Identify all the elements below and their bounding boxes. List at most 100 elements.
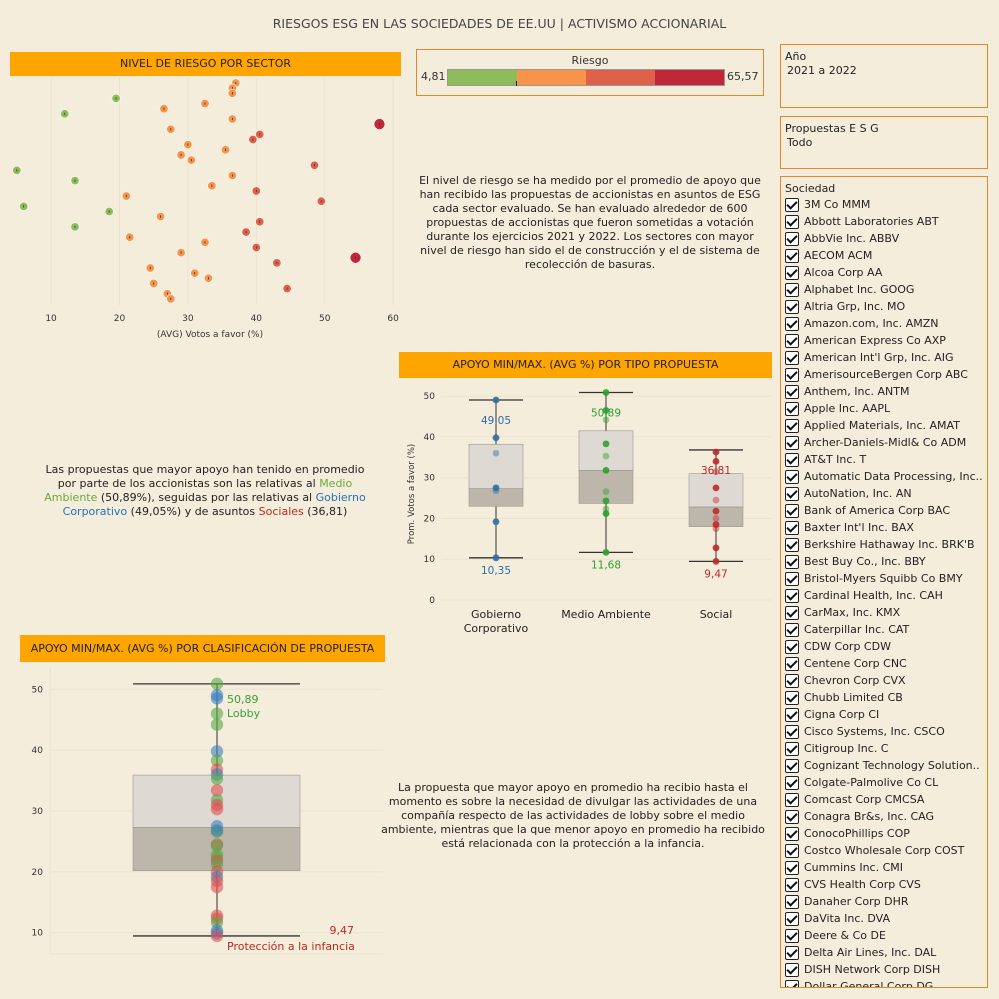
checkbox-checked-icon[interactable] [785,282,799,297]
checkbox-checked-icon[interactable] [785,554,799,569]
company-option[interactable]: Dollar General Corp DG [785,978,985,987]
company-option[interactable]: Alphabet Inc. GOOG [785,281,985,298]
year-filter[interactable]: Año 2021 a 2022 [780,44,988,108]
checkbox-checked-icon[interactable] [785,248,799,263]
checkbox-checked-icon[interactable] [785,911,799,926]
checkbox-checked-icon[interactable] [785,333,799,348]
checkbox-checked-icon[interactable] [785,520,799,535]
checkbox-checked-icon[interactable] [785,690,799,705]
checkbox-checked-icon[interactable] [785,639,799,654]
checkbox-checked-icon[interactable] [785,265,799,280]
company-option[interactable]: AT&T Inc. T [785,451,985,468]
company-option[interactable]: Conagra Br&s, Inc. CAG [785,808,985,825]
checkbox-checked-icon[interactable] [785,809,799,824]
company-option[interactable]: Applied Materials, Inc. AMAT [785,417,985,434]
checkbox-checked-icon[interactable] [785,469,799,484]
company-option[interactable]: Bristol-Myers Squibb Co BMY [785,570,985,587]
checkbox-checked-icon[interactable] [785,792,799,807]
checkbox-checked-icon[interactable] [785,707,799,722]
company-option[interactable]: Deere & Co DE [785,927,985,944]
company-option[interactable]: American Express Co AXP [785,332,985,349]
company-option[interactable]: AutoNation, Inc. AN [785,485,985,502]
company-option[interactable]: AmerisourceBergen Corp ABC [785,366,985,383]
company-option[interactable]: Centene Corp CNC [785,655,985,672]
checkbox-checked-icon[interactable] [785,724,799,739]
checkbox-checked-icon[interactable] [785,384,799,399]
checkbox-checked-icon[interactable] [785,877,799,892]
checkbox-checked-icon[interactable] [785,418,799,433]
company-option[interactable]: Cognizant Technology Solution.. [785,757,985,774]
checkbox-checked-icon[interactable] [785,656,799,671]
checkbox-checked-icon[interactable] [785,894,799,909]
checkbox-checked-icon[interactable] [785,588,799,603]
checkbox-checked-icon[interactable] [785,299,799,314]
company-filter[interactable]: Sociedad 3M Co MMM Abbott Laboratories AB… [780,176,988,988]
company-option[interactable]: 3M Co MMM [785,196,985,213]
checkbox-checked-icon[interactable] [785,316,799,331]
checkbox-checked-icon[interactable] [785,486,799,501]
company-option[interactable]: Best Buy Co., Inc. BBY [785,553,985,570]
checkbox-checked-icon[interactable] [785,775,799,790]
esg-filter[interactable]: Propuestas E S G Todo [780,116,988,169]
company-option[interactable]: Costco Wholesale Corp COST [785,842,985,859]
checkbox-checked-icon[interactable] [785,605,799,620]
company-option[interactable]: DISH Network Corp DISH [785,961,985,978]
checkbox-checked-icon[interactable] [785,928,799,943]
company-option[interactable]: Altria Grp, Inc. MO [785,298,985,315]
company-option[interactable]: Archer-Daniels-Midl& Co ADM [785,434,985,451]
company-option[interactable]: AbbVie Inc. ABBV [785,230,985,247]
checkbox-checked-icon[interactable] [785,741,799,756]
company-option[interactable]: DaVita Inc. DVA [785,910,985,927]
esg-filter-value[interactable]: Todo [787,136,813,149]
checkbox-checked-icon[interactable] [785,945,799,960]
checkbox-checked-icon[interactable] [785,537,799,552]
company-option[interactable]: Citigroup Inc. C [785,740,985,757]
checkbox-checked-icon[interactable] [785,401,799,416]
company-option[interactable]: Cardinal Health, Inc. CAH [785,587,985,604]
checkbox-checked-icon[interactable] [785,214,799,229]
company-option[interactable]: CDW Corp CDW [785,638,985,655]
checkbox-checked-icon[interactable] [785,367,799,382]
company-option[interactable]: Chevron Corp CVX [785,672,985,689]
company-option[interactable]: Colgate-Palmolive Co CL [785,774,985,791]
checkbox-checked-icon[interactable] [785,571,799,586]
company-option[interactable]: Abbott Laboratories ABT [785,213,985,230]
company-option[interactable]: Caterpillar Inc. CAT [785,621,985,638]
company-option[interactable]: CarMax, Inc. KMX [785,604,985,621]
company-option[interactable]: ConocoPhillips COP [785,825,985,842]
company-option[interactable]: Apple Inc. AAPL [785,400,985,417]
checkbox-checked-icon[interactable] [785,860,799,875]
company-option[interactable]: Bank of America Corp BAC [785,502,985,519]
company-option[interactable]: AECOM ACM [785,247,985,264]
company-option[interactable]: Baxter Int'l Inc. BAX [785,519,985,536]
company-option[interactable]: Chubb Limited CB [785,689,985,706]
year-filter-value[interactable]: 2021 a 2022 [787,64,857,77]
company-option[interactable]: Comcast Corp CMCSA [785,791,985,808]
checkbox-checked-icon[interactable] [785,673,799,688]
checkbox-checked-icon[interactable] [785,231,799,246]
checkbox-checked-icon[interactable] [785,452,799,467]
company-option[interactable]: Amazon.com, Inc. AMZN [785,315,985,332]
checkbox-checked-icon[interactable] [785,435,799,450]
checkbox-checked-icon[interactable] [785,979,799,987]
company-option[interactable]: American Int'l Grp, Inc. AIG [785,349,985,366]
company-option[interactable]: Alcoa Corp AA [785,264,985,281]
company-option[interactable]: Berkshire Hathaway Inc. BRK'B [785,536,985,553]
checkbox-checked-icon[interactable] [785,758,799,773]
checkbox-checked-icon[interactable] [785,622,799,637]
y-tick-label: 30 [32,807,44,817]
company-option[interactable]: Delta Air Lines, Inc. DAL [785,944,985,961]
company-option[interactable]: Cigna Corp CI [785,706,985,723]
company-option[interactable]: Anthem, Inc. ANTM [785,383,985,400]
checkbox-checked-icon[interactable] [785,197,799,212]
checkbox-checked-icon[interactable] [785,962,799,977]
checkbox-checked-icon[interactable] [785,503,799,518]
checkbox-checked-icon[interactable] [785,843,799,858]
company-option[interactable]: Cisco Systems, Inc. CSCO [785,723,985,740]
company-option[interactable]: Cummins Inc. CMI [785,859,985,876]
checkbox-checked-icon[interactable] [785,350,799,365]
company-option[interactable]: Danaher Corp DHR [785,893,985,910]
company-option[interactable]: CVS Health Corp CVS [785,876,985,893]
company-option[interactable]: Automatic Data Processing, Inc.. [785,468,985,485]
checkbox-checked-icon[interactable] [785,826,799,841]
